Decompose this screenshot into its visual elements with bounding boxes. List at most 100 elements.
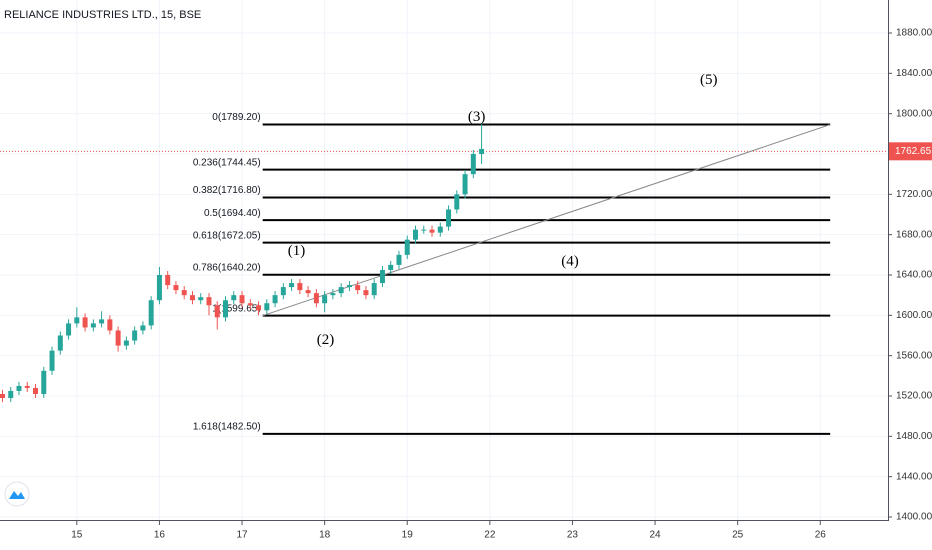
candle-body	[206, 297, 212, 306]
y-tick-label: 1640.00	[896, 270, 932, 281]
candle-body	[479, 148, 485, 154]
logo-icon	[9, 491, 25, 499]
candle-body	[338, 287, 344, 294]
candle-body	[462, 174, 468, 195]
axes: 1400.00 1440.00 1480.00 1520.00 1560.00 1600.…	[71, 28, 932, 541]
wave-label: (5)	[700, 72, 718, 88]
candle-body	[198, 297, 204, 301]
candle-body	[132, 330, 138, 341]
fib-level-label: 0.786(1640.20)	[193, 262, 261, 273]
candle-body	[165, 275, 171, 286]
chart-title: RELIANCE INDUSTRIES LTD., 15, BSE	[4, 9, 201, 21]
candle-body	[24, 385, 30, 388]
candle-body	[90, 323, 96, 328]
candle-body	[404, 239, 410, 255]
candle-body	[0, 393, 5, 399]
candle-body	[189, 295, 195, 301]
x-tick-label: 26	[815, 530, 827, 541]
candle-body	[355, 285, 361, 291]
candle-body	[313, 293, 319, 304]
x-tick-label: 15	[71, 530, 83, 541]
x-tick-label: 16	[154, 530, 166, 541]
candle-body	[57, 335, 63, 351]
y-tick-label: 1800.00	[896, 108, 932, 119]
fib-level-label: 0.5(1694.40)	[204, 208, 261, 219]
candle-body	[429, 229, 435, 233]
fib-level-label: 0(1789.20)	[212, 112, 260, 123]
x-tick-label: 19	[402, 530, 414, 541]
x-tick-label: 23	[567, 530, 579, 541]
candle-body	[66, 323, 72, 336]
candle-body	[297, 283, 303, 291]
candle-body	[454, 194, 460, 210]
candle-body	[322, 295, 328, 304]
candle-body	[173, 285, 179, 291]
candle-body	[74, 317, 80, 324]
x-tick-label: 25	[732, 530, 744, 541]
candle-body	[470, 154, 476, 175]
y-tick-label: 1560.00	[896, 350, 932, 361]
candle-body	[99, 319, 105, 324]
candle-body	[156, 275, 162, 301]
candle-body	[330, 293, 336, 296]
candle-body	[396, 254, 402, 265]
x-tick-label: 24	[649, 530, 661, 541]
candle-body	[140, 325, 146, 331]
y-tick-label: 1480.00	[896, 431, 932, 442]
y-tick-label: 1440.00	[896, 471, 932, 482]
candle-body	[214, 305, 220, 318]
logo	[4, 481, 30, 507]
candle-body	[231, 295, 237, 301]
candle-body	[33, 387, 39, 394]
candle-body	[413, 229, 419, 240]
candle-body	[8, 390, 14, 399]
logo-circle	[4, 481, 30, 507]
wave-label: (1)	[288, 243, 306, 259]
fib-level-label: 0.618(1672.05)	[193, 230, 261, 241]
candle-body	[181, 290, 187, 296]
candle-body	[388, 264, 394, 270]
fib-level-label: 1(1599.65)	[212, 303, 260, 314]
fib-level-label: 0.236(1744.45)	[193, 157, 261, 168]
candle-body	[346, 285, 352, 288]
wave-label: (4)	[561, 253, 579, 269]
plot: 0(1789.20) 0.236(1744.45) 0.382(1716.80) 0.…	[0, 72, 888, 435]
candle-body	[437, 226, 443, 233]
x-tick-label: 17	[236, 530, 248, 541]
fib-level-label: 0.382(1716.80)	[193, 185, 261, 196]
candle-body	[289, 283, 295, 288]
candle-body	[107, 319, 113, 331]
y-tick-label: 1400.00	[896, 512, 932, 523]
candle-body	[123, 340, 129, 346]
last-price-label: 1762.65	[895, 146, 932, 157]
y-tick-label: 1520.00	[896, 391, 932, 402]
candle-body	[16, 385, 22, 391]
candle-body	[239, 295, 245, 304]
candle-body	[148, 300, 154, 326]
y-tick-label: 1720.00	[896, 189, 932, 200]
candle-body	[421, 229, 427, 231]
candle-body	[41, 370, 47, 394]
x-tick-label: 22	[484, 530, 496, 541]
candle-body	[264, 303, 270, 311]
candle-body	[272, 295, 278, 304]
last-price-badge	[889, 142, 932, 161]
candle-body	[280, 287, 286, 296]
wave-label: (3)	[468, 109, 486, 125]
candle-body	[371, 283, 377, 296]
candle-body	[363, 290, 369, 296]
y-tick-label: 1840.00	[896, 68, 932, 79]
candle-body	[223, 300, 229, 318]
candle-body	[446, 209, 452, 227]
candle-body	[256, 305, 262, 311]
candle-body	[82, 317, 88, 328]
y-tick-label: 1600.00	[896, 310, 932, 321]
candle-body	[305, 290, 311, 294]
candle-body	[115, 330, 121, 346]
y-tick-label: 1680.00	[896, 229, 932, 240]
wave-label: (2)	[317, 332, 335, 348]
candle-body	[379, 269, 385, 284]
candle-body	[247, 303, 253, 306]
candle-body	[49, 350, 55, 371]
